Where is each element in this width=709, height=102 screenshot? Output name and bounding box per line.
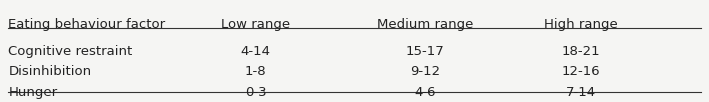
Text: Hunger: Hunger <box>9 86 57 99</box>
Text: High range: High range <box>544 18 618 31</box>
Text: 15-17: 15-17 <box>406 45 445 58</box>
Text: Low range: Low range <box>221 18 290 31</box>
Text: 4-14: 4-14 <box>240 45 271 58</box>
Text: 9-12: 9-12 <box>410 65 440 78</box>
Text: Eating behaviour factor: Eating behaviour factor <box>9 18 166 31</box>
Text: 18-21: 18-21 <box>562 45 600 58</box>
Text: Cognitive restraint: Cognitive restraint <box>9 45 133 58</box>
Text: Medium range: Medium range <box>377 18 474 31</box>
Text: 1-8: 1-8 <box>245 65 267 78</box>
Text: 4-6: 4-6 <box>414 86 436 99</box>
Text: 7-14: 7-14 <box>566 86 596 99</box>
Text: 12-16: 12-16 <box>562 65 600 78</box>
Text: Disinhibition: Disinhibition <box>9 65 91 78</box>
Text: 0-3: 0-3 <box>245 86 267 99</box>
